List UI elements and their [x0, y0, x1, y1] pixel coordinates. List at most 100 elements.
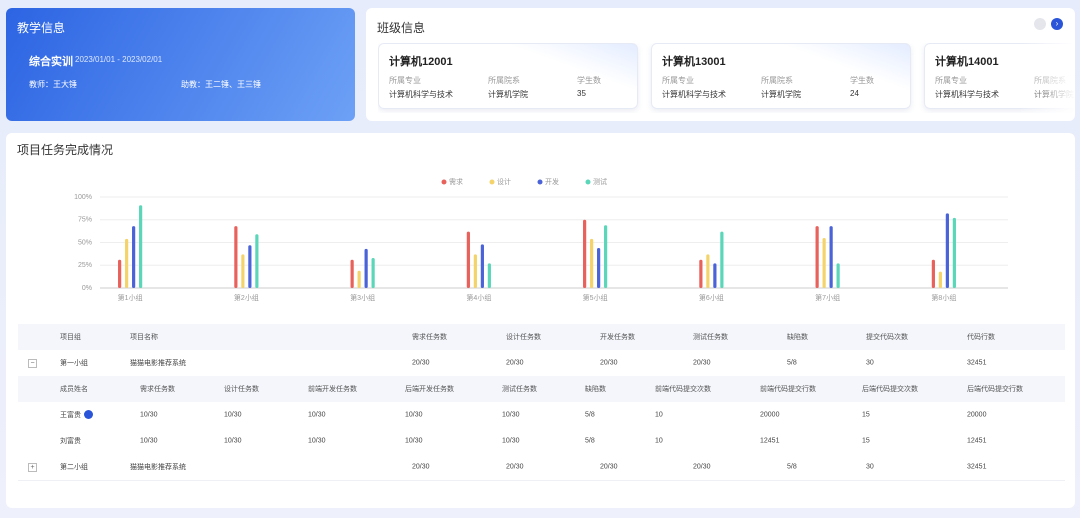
- table-cell: 第一小组: [60, 360, 88, 367]
- bar: [118, 259, 122, 288]
- header-cell: 提交代码次数: [866, 334, 908, 341]
- bar: [590, 238, 594, 288]
- member-cell: 15: [862, 437, 870, 445]
- member-cell: 10/30: [405, 411, 423, 419]
- header-cell: 设计任务数: [506, 334, 541, 341]
- bar: [699, 259, 703, 288]
- y-tick-label: 100%: [74, 194, 92, 201]
- x-tick-label: 第7小组: [815, 293, 840, 302]
- y-tick-label: 50%: [78, 239, 92, 246]
- assistant: 助教：王二锤、王三锤: [181, 80, 261, 89]
- header-cell: 缺陷数: [787, 334, 808, 341]
- x-tick-label: 第1小组: [118, 293, 143, 302]
- bar: [487, 263, 491, 288]
- project-panel: [6, 133, 1075, 508]
- bar: [350, 259, 354, 288]
- table-cell: 30: [866, 359, 874, 367]
- x-tick-label: 第5小组: [583, 293, 608, 302]
- member-cell: 5/8: [585, 411, 595, 419]
- bar: [357, 270, 361, 288]
- class-name: 计算机14001: [935, 56, 999, 68]
- header-cell: 项目名称: [130, 334, 158, 341]
- header-cell: 项目组: [60, 334, 81, 341]
- table-cell: 20/30: [693, 359, 711, 367]
- bar: [139, 205, 143, 288]
- member-cell: 10/30: [308, 411, 326, 419]
- member-header-cell: 需求任务数: [140, 386, 175, 393]
- member-cell: 12451: [967, 437, 987, 445]
- major: 计算机科学与技术: [389, 90, 453, 99]
- member-cell: 5/8: [585, 437, 595, 445]
- member-header-cell: 前端代码提交次数: [655, 386, 711, 393]
- bar: [480, 244, 484, 288]
- legend-marker: [537, 179, 543, 185]
- legend-label: 开发: [545, 177, 559, 186]
- member-cell: 10/30: [502, 411, 520, 419]
- header-cell: 代码行数: [967, 334, 995, 341]
- table-cell: 32451: [967, 359, 987, 367]
- class-name: 计算机12001: [389, 56, 453, 68]
- college-label: 所属院系: [761, 76, 793, 85]
- bar: [945, 213, 949, 288]
- bar: [255, 234, 259, 288]
- table-cell: 20/30: [506, 463, 524, 471]
- bar: [822, 237, 826, 288]
- member-header-cell: 设计任务数: [224, 386, 259, 393]
- member-header-cell: 前端代码提交行数: [760, 386, 816, 393]
- bar: [720, 231, 724, 288]
- x-tick-label: 第3小组: [350, 293, 375, 302]
- table-cell: 20/30: [693, 463, 711, 471]
- table-cell: 20/30: [412, 359, 430, 367]
- class-card: 计算机13001 所属专业 计算机科学与技术 所属院系 计算机学院 学生数 24: [651, 43, 911, 109]
- legend-marker: [441, 179, 447, 185]
- college: 计算机学院: [1034, 90, 1074, 99]
- header-cell: 开发任务数: [600, 334, 635, 341]
- y-tick-label: 0%: [82, 285, 92, 292]
- count: 24: [850, 89, 859, 98]
- bar: [836, 263, 840, 288]
- bar: [234, 226, 238, 288]
- bar: [371, 257, 375, 288]
- header-cell: 测试任务数: [693, 334, 728, 341]
- next-button[interactable]: ›: [1051, 18, 1063, 30]
- count-label: 学生数: [850, 76, 874, 85]
- bar: [938, 271, 942, 288]
- class-cards: 计算机12001 所属专业 计算机科学与技术 所属院系 计算机学院 学生数 35 计算机130…: [378, 43, 1075, 113]
- bar: [952, 217, 956, 288]
- table-cell: 20/30: [600, 359, 618, 367]
- member-cell: 10/30: [308, 437, 326, 445]
- table-body: [18, 350, 1065, 481]
- member-cell: 20000: [967, 411, 987, 419]
- college-label: 所属院系: [1034, 76, 1066, 85]
- bar: [583, 219, 587, 288]
- bar: [706, 254, 710, 288]
- table-cell: 20/30: [506, 359, 524, 367]
- member-header-bg: [18, 376, 1065, 402]
- expand-button[interactable]: +: [28, 463, 37, 472]
- x-tick-label: 第2小组: [234, 293, 259, 302]
- x-tick-label: 第6小组: [699, 293, 724, 302]
- member-cell: 10/30: [224, 411, 242, 419]
- member-cell: 10/30: [140, 411, 158, 419]
- major-label: 所属专业: [662, 76, 694, 85]
- bar: [132, 226, 136, 288]
- table-cell: 20/30: [412, 463, 430, 471]
- college: 计算机学院: [488, 90, 528, 99]
- bar: [931, 259, 935, 288]
- table-header-bg: [18, 324, 1065, 350]
- prev-button[interactable]: [1034, 18, 1046, 30]
- bar: [829, 226, 833, 288]
- member-header-cell: 后端开发任务数: [405, 386, 454, 393]
- table-cell: 5/8: [787, 463, 797, 471]
- collapse-button[interactable]: −: [28, 359, 37, 368]
- class-card: 计算机12001 所属专业 计算机科学与技术 所属院系 计算机学院 学生数 35: [378, 43, 638, 109]
- class-title: 班级信息: [377, 21, 426, 35]
- major-label: 所属专业: [389, 76, 421, 85]
- member-cell: 10/30: [502, 437, 520, 445]
- bar: [815, 226, 819, 288]
- class-panel: 班级信息 › 计算机12001 所属专业 计算机科学与技术 所属院系 计算机学院 学生数 3…: [366, 8, 1075, 121]
- member-cell: 10: [655, 411, 663, 419]
- class-card: 计算机14001所属专业计算机科学与技术所属院系计算机学院学生数30: [924, 43, 1075, 109]
- member-cell: 12451: [760, 437, 780, 445]
